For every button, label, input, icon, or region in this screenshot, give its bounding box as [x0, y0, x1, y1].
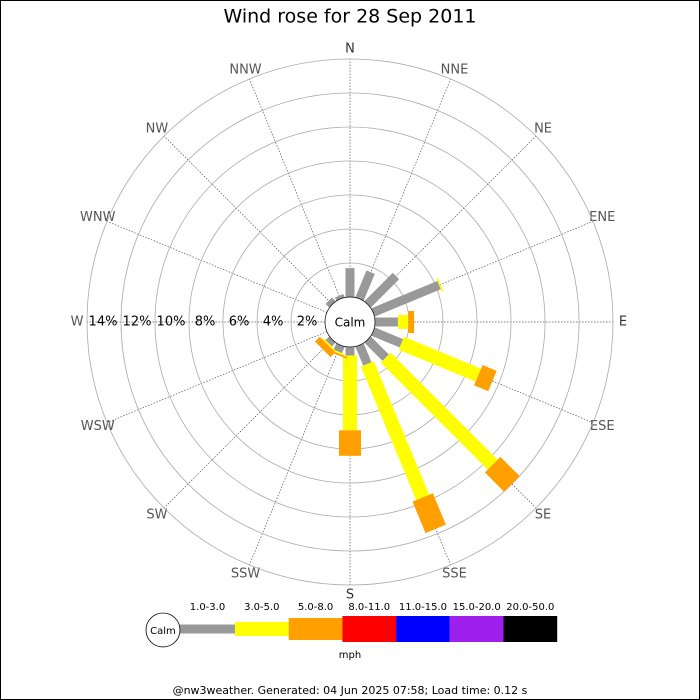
chart-title: Wind rose for 28 Sep 2011	[223, 6, 476, 28]
ring	[154, 126, 546, 518]
wind-bar	[380, 352, 498, 470]
wind-bar	[334, 294, 345, 301]
wind-bar	[412, 493, 446, 534]
wind-bar	[343, 355, 357, 431]
direction-label: SE	[535, 508, 551, 523]
legend-swatch	[180, 624, 235, 634]
wind-bar	[397, 315, 409, 329]
direction-label: WNW	[80, 210, 116, 225]
direction-label: NNE	[441, 62, 469, 77]
wind-bar	[371, 327, 404, 348]
legend-label: 20.0-50.0	[506, 602, 554, 613]
calm-label: Calm	[335, 316, 366, 330]
wind-bar	[360, 361, 430, 501]
ring-label: 14%	[89, 315, 118, 330]
calm-circle	[324, 296, 376, 348]
legend-swatch	[396, 616, 450, 642]
direction-label: SW	[146, 508, 167, 523]
wind-bar	[322, 338, 334, 350]
direction-label: WSW	[81, 419, 115, 434]
ring-label: 4%	[263, 315, 284, 330]
direction-label: W	[71, 315, 84, 330]
spoke	[249, 344, 341, 566]
ring-label: 12%	[123, 315, 152, 330]
spoke	[249, 78, 341, 300]
wind-bar	[364, 272, 400, 308]
spoke	[163, 135, 333, 305]
ring	[86, 58, 614, 586]
wind-bar	[325, 297, 336, 308]
spoke	[106, 221, 328, 313]
legend-label: 5.0-8.0	[298, 602, 333, 613]
spoke	[359, 78, 451, 300]
wind-bar	[398, 336, 482, 382]
ring-label: 6%	[229, 315, 250, 330]
wind-bar	[325, 336, 336, 347]
direction-label: NNW	[229, 62, 261, 77]
legend-calm-circle	[145, 612, 181, 648]
direction-label: N	[345, 42, 355, 57]
wind-bar	[339, 430, 361, 456]
spoke	[106, 331, 328, 423]
legend-calm-label: Calm	[150, 626, 176, 637]
legend-swatch	[449, 616, 504, 642]
legend-label: 1.0-3.0	[190, 602, 225, 613]
legend-label: 15.0-20.0	[453, 602, 501, 613]
wind-bar	[345, 268, 355, 297]
legend-swatch	[503, 616, 558, 642]
legend-label: 8.0-11.0	[348, 602, 390, 613]
wind-bar	[436, 277, 444, 292]
direction-label: NW	[146, 121, 169, 136]
wind-bar	[474, 364, 497, 392]
wind-bar	[345, 347, 355, 356]
legend-label: 3.0-5.0	[244, 602, 279, 613]
ring-label: 8%	[195, 315, 216, 330]
direction-label: ENE	[589, 210, 615, 225]
wind-bar	[484, 456, 520, 492]
direction-label: E	[619, 315, 627, 330]
footer: @nw3weather. Generated: 04 Jun 2025 07:5…	[173, 684, 528, 697]
wind-bar	[314, 336, 336, 358]
wind-bar	[330, 348, 345, 356]
ring-label: 10%	[157, 315, 186, 330]
ring	[120, 92, 580, 552]
direction-label: SSE	[442, 567, 467, 582]
direction-label: SSW	[231, 567, 261, 582]
ring-label: 2%	[297, 315, 318, 330]
wind-bar	[355, 270, 375, 301]
wind-bar	[371, 280, 441, 317]
direction-label: S	[346, 588, 354, 603]
direction-label: ESE	[590, 419, 615, 434]
legend-swatch	[342, 616, 397, 642]
legend-label: 11.0-15.0	[399, 602, 447, 613]
spoke	[163, 339, 333, 509]
wind-bar	[364, 336, 389, 361]
wind-bar	[408, 311, 415, 333]
wind-bar	[375, 317, 398, 327]
unit-label: mph	[339, 650, 361, 661]
direction-label: NE	[534, 121, 552, 136]
legend-swatch	[288, 618, 343, 640]
wind-bar	[355, 343, 372, 366]
ring	[188, 160, 512, 484]
legend-swatch	[235, 622, 289, 636]
